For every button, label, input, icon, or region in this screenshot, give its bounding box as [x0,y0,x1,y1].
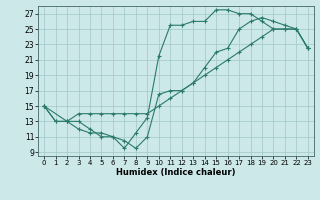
X-axis label: Humidex (Indice chaleur): Humidex (Indice chaleur) [116,168,236,177]
